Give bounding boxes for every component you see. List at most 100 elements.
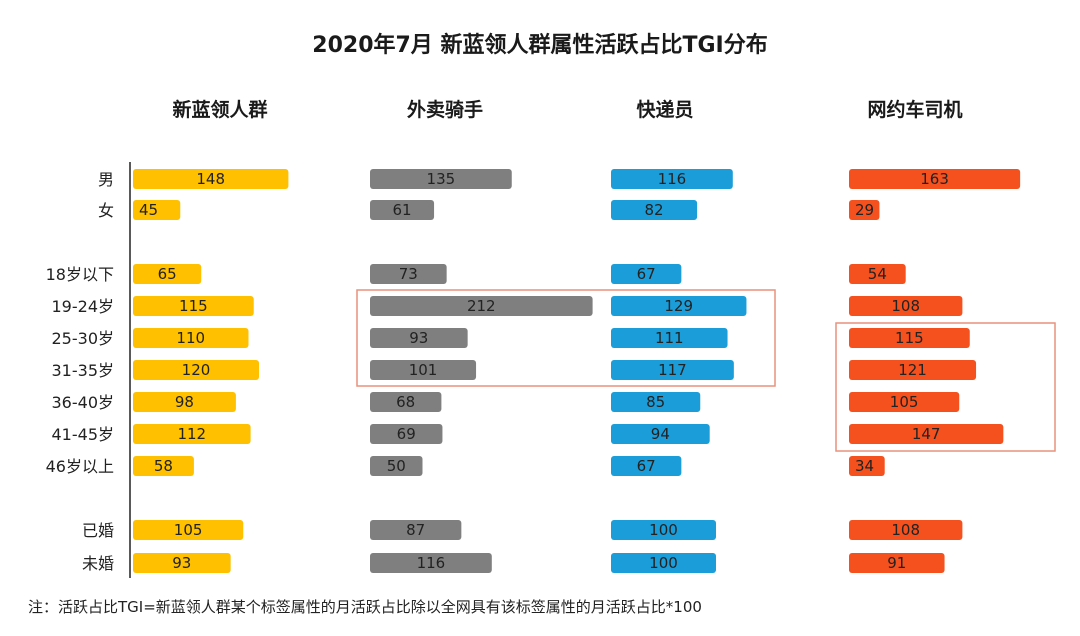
bar-value-label: 116 — [417, 554, 446, 572]
bar — [849, 296, 963, 316]
bar — [370, 392, 442, 412]
bar — [370, 200, 435, 220]
bar-value-label: 212 — [467, 297, 496, 315]
category-label: 31-35岁 — [52, 361, 115, 380]
bar-value-label: 94 — [651, 425, 670, 443]
bar-value-label: 129 — [664, 297, 693, 315]
bar — [849, 456, 885, 476]
bar — [133, 296, 254, 316]
bar — [370, 169, 512, 189]
bar-value-label: 50 — [387, 457, 406, 475]
bar-value-label: 65 — [158, 265, 177, 283]
category-label: 46岁以上 — [46, 457, 114, 476]
category-label: 18岁以下 — [46, 265, 114, 284]
bar — [370, 264, 447, 284]
bar-value-label: 100 — [649, 521, 678, 539]
bar-value-label: 115 — [179, 297, 208, 315]
bar — [849, 553, 945, 573]
bar-value-label: 85 — [646, 393, 665, 411]
series-header: 新蓝领人群 — [172, 98, 267, 121]
bar — [133, 456, 194, 476]
bar — [133, 360, 259, 380]
bar-value-label: 73 — [399, 265, 418, 283]
bar-value-label: 69 — [397, 425, 416, 443]
bar-value-label: 121 — [898, 361, 927, 379]
bar — [370, 296, 593, 316]
bar — [611, 264, 682, 284]
bar — [611, 169, 733, 189]
bar — [133, 200, 181, 220]
bar — [611, 328, 728, 348]
category-label: 已婚 — [82, 521, 114, 540]
bar — [370, 424, 443, 444]
bar — [133, 520, 244, 540]
bar — [370, 553, 492, 573]
bar — [611, 296, 747, 316]
bar — [849, 392, 960, 412]
bar — [133, 169, 289, 189]
bar — [849, 328, 970, 348]
bar — [849, 200, 880, 220]
bar-value-label: 54 — [868, 265, 887, 283]
bar — [370, 328, 468, 348]
bar — [370, 456, 423, 476]
series-header: 快递员 — [636, 98, 693, 121]
bar-value-label: 120 — [182, 361, 211, 379]
bar — [849, 520, 963, 540]
bar-value-label: 61 — [392, 201, 411, 219]
bar — [849, 169, 1021, 189]
bar — [611, 392, 701, 412]
category-label: 19-24岁 — [52, 297, 115, 316]
category-label: 25-30岁 — [52, 329, 115, 348]
bar — [611, 200, 698, 220]
bar-value-label: 108 — [891, 297, 920, 315]
category-label: 男 — [98, 170, 114, 189]
bar-value-label: 100 — [649, 554, 678, 572]
bar-value-label: 34 — [855, 457, 874, 475]
bar-value-label: 110 — [176, 329, 205, 347]
bar-value-label: 163 — [920, 170, 949, 188]
bar-value-label: 98 — [175, 393, 194, 411]
bar-value-label: 135 — [427, 170, 456, 188]
bar-value-label: 93 — [409, 329, 428, 347]
bar — [133, 392, 236, 412]
bar — [611, 360, 734, 380]
bar-value-label: 58 — [154, 457, 173, 475]
bar-value-label: 111 — [655, 329, 684, 347]
bar-value-label: 117 — [658, 361, 687, 379]
series-header: 外卖骑手 — [407, 98, 483, 121]
bar — [370, 520, 462, 540]
footnote: 注：活跃占比TGI=新蓝领人群某个标签属性的月活跃占比除以全网具有该标签属性的月… — [28, 598, 702, 616]
bar-value-label: 91 — [887, 554, 906, 572]
bar-value-label: 105 — [174, 521, 203, 539]
bar-value-label: 147 — [912, 425, 941, 443]
bar — [611, 553, 716, 573]
bar-value-label: 45 — [139, 201, 158, 219]
highlight-box — [835, 322, 1056, 452]
category-label: 41-45岁 — [52, 425, 115, 444]
bar-value-label: 29 — [855, 201, 874, 219]
bar-value-label: 67 — [637, 265, 656, 283]
bar-value-label: 105 — [890, 393, 919, 411]
bar-value-label: 116 — [658, 170, 687, 188]
category-label: 36-40岁 — [52, 393, 115, 412]
bar — [849, 424, 1004, 444]
bar — [611, 424, 710, 444]
bar — [133, 424, 251, 444]
bar-value-label: 68 — [396, 393, 415, 411]
bar-value-label: 115 — [895, 329, 924, 347]
bar-value-label: 93 — [172, 554, 191, 572]
bar — [370, 360, 477, 380]
bar — [611, 456, 682, 476]
bar — [611, 520, 716, 540]
bar-value-label: 67 — [637, 457, 656, 475]
bar-value-label: 87 — [406, 521, 425, 539]
series-header: 网约车司机 — [867, 98, 962, 121]
bar — [849, 264, 906, 284]
highlight-box — [356, 289, 776, 387]
bar-value-label: 82 — [645, 201, 664, 219]
bar-value-label: 148 — [196, 170, 225, 188]
bar — [133, 328, 249, 348]
